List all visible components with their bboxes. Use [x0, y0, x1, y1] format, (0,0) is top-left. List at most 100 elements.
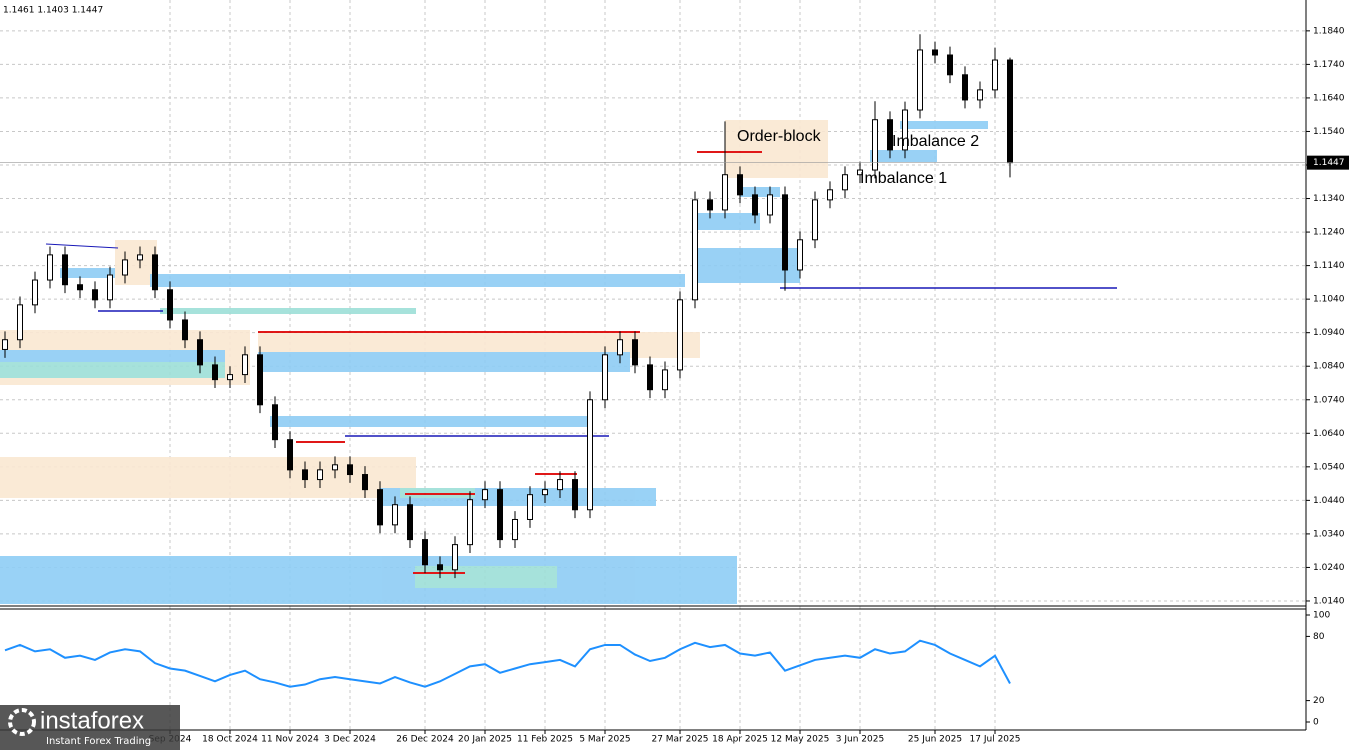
- y-tick-label: 80: [1313, 632, 1325, 642]
- y-tick-label: 1.0840: [1313, 362, 1345, 372]
- y-tick-label: 1.1240: [1313, 228, 1345, 238]
- candle-body: [47, 254, 53, 281]
- candle-body: [497, 489, 503, 541]
- y-tick-label: 1.1040: [1313, 295, 1345, 305]
- candle-body: [77, 284, 83, 291]
- oscillator-line: [4, 639, 1011, 688]
- zone: [695, 213, 760, 230]
- current-price-tag: [1307, 155, 1349, 170]
- candle-body: [422, 539, 428, 566]
- zone: [0, 362, 225, 378]
- candle-body: [962, 74, 968, 101]
- y-tick-label: 1.1340: [1313, 194, 1345, 204]
- zone: [258, 352, 630, 372]
- candle-body: [707, 199, 713, 211]
- candle-body: [947, 54, 953, 76]
- candle-body: [137, 254, 143, 261]
- y-tick-label: 1.0940: [1313, 328, 1345, 338]
- x-tick-label: 3 Jun 2025: [836, 735, 884, 745]
- annotation: Order-block: [737, 128, 822, 145]
- candle-body: [482, 489, 488, 501]
- candle-body: [62, 254, 68, 286]
- candle-body: [227, 374, 233, 381]
- candle-body: [737, 174, 743, 196]
- candle-body: [977, 89, 983, 101]
- candle-body: [257, 354, 263, 406]
- candle-body: [602, 354, 608, 401]
- candle-body: [722, 174, 728, 211]
- candle-body: [107, 274, 113, 301]
- zone: [60, 268, 115, 278]
- y-tick-label: 1.0240: [1313, 563, 1345, 573]
- x-tick-label: 11 Feb 2025: [517, 735, 573, 745]
- x-tick-label: 27 Mar 2025: [651, 735, 708, 745]
- candle-body: [647, 364, 653, 391]
- zone: [0, 556, 737, 604]
- candle-body: [812, 199, 818, 241]
- x-tick-label: 20 Jan 2025: [458, 735, 512, 745]
- y-tick-label: 1.0640: [1313, 429, 1345, 439]
- candle-body: [362, 474, 368, 491]
- candle-body: [122, 259, 128, 276]
- candle-body: [992, 59, 998, 91]
- candle-body: [1007, 59, 1013, 164]
- y-tick-label: 0: [1313, 718, 1319, 728]
- candle-body: [872, 119, 878, 171]
- zone: [0, 457, 416, 498]
- candle-body: [287, 439, 293, 471]
- x-tick-label: 3 Dec 2024: [324, 735, 376, 745]
- chart-title: 1.1461 1.1403 1.1447: [3, 6, 103, 16]
- y-tick-label: 1.1740: [1313, 60, 1345, 70]
- zone: [725, 120, 828, 178]
- y-tick-label: 100: [1313, 611, 1330, 621]
- y-tick-label: 1.1640: [1313, 93, 1345, 103]
- zone: [150, 274, 685, 287]
- x-tick-label: 26 Dec 2024: [396, 735, 454, 745]
- candle-body: [662, 369, 668, 391]
- y-tick-label: 1.1840: [1313, 26, 1345, 36]
- candle-body: [917, 49, 923, 111]
- candle-body: [92, 289, 98, 301]
- candle-body: [677, 299, 683, 371]
- candle-body: [407, 504, 413, 541]
- candle-body: [152, 254, 158, 291]
- candle-body: [17, 304, 23, 341]
- zone: [160, 308, 416, 314]
- candle-body: [767, 194, 773, 216]
- candles: [2, 34, 1013, 579]
- candle-body: [212, 364, 218, 381]
- zone: [740, 187, 780, 197]
- x-tick-label: 12 May 2025: [771, 735, 830, 745]
- candle-body: [857, 169, 863, 176]
- candle-body: [902, 109, 908, 151]
- zone: [270, 416, 590, 427]
- x-tick-label: 25 Jun 2025: [908, 735, 962, 745]
- candle-body: [617, 339, 623, 356]
- candle-body: [167, 289, 173, 321]
- trend-line: [45, 243, 119, 249]
- candle-body: [197, 339, 203, 366]
- candle-body: [182, 319, 188, 341]
- logo-icon: [8, 708, 36, 736]
- x-tick-label: 18 Oct 2024: [202, 735, 258, 745]
- candle-body: [797, 239, 803, 271]
- candle-body: [542, 489, 548, 496]
- y-tick-label: 1.0740: [1313, 395, 1345, 405]
- candle-body: [452, 544, 458, 571]
- zone: [415, 566, 557, 588]
- x-tick-label: 18 Apr 2025: [712, 735, 768, 745]
- candle-body: [752, 194, 758, 216]
- y-tick-label: 1.0140: [1313, 596, 1345, 606]
- y-tick-label: 1.0340: [1313, 529, 1345, 539]
- candle-body: [782, 194, 788, 271]
- y-tick-label: 1.0540: [1313, 462, 1345, 472]
- candle-body: [467, 499, 473, 546]
- candle-body: [557, 479, 563, 491]
- x-tick-label: 5 Mar 2025: [579, 735, 630, 745]
- annotation: Imbalance 1: [860, 170, 947, 187]
- zone: [870, 150, 937, 162]
- y-tick-label: 20: [1313, 696, 1325, 706]
- candle-body: [317, 469, 323, 481]
